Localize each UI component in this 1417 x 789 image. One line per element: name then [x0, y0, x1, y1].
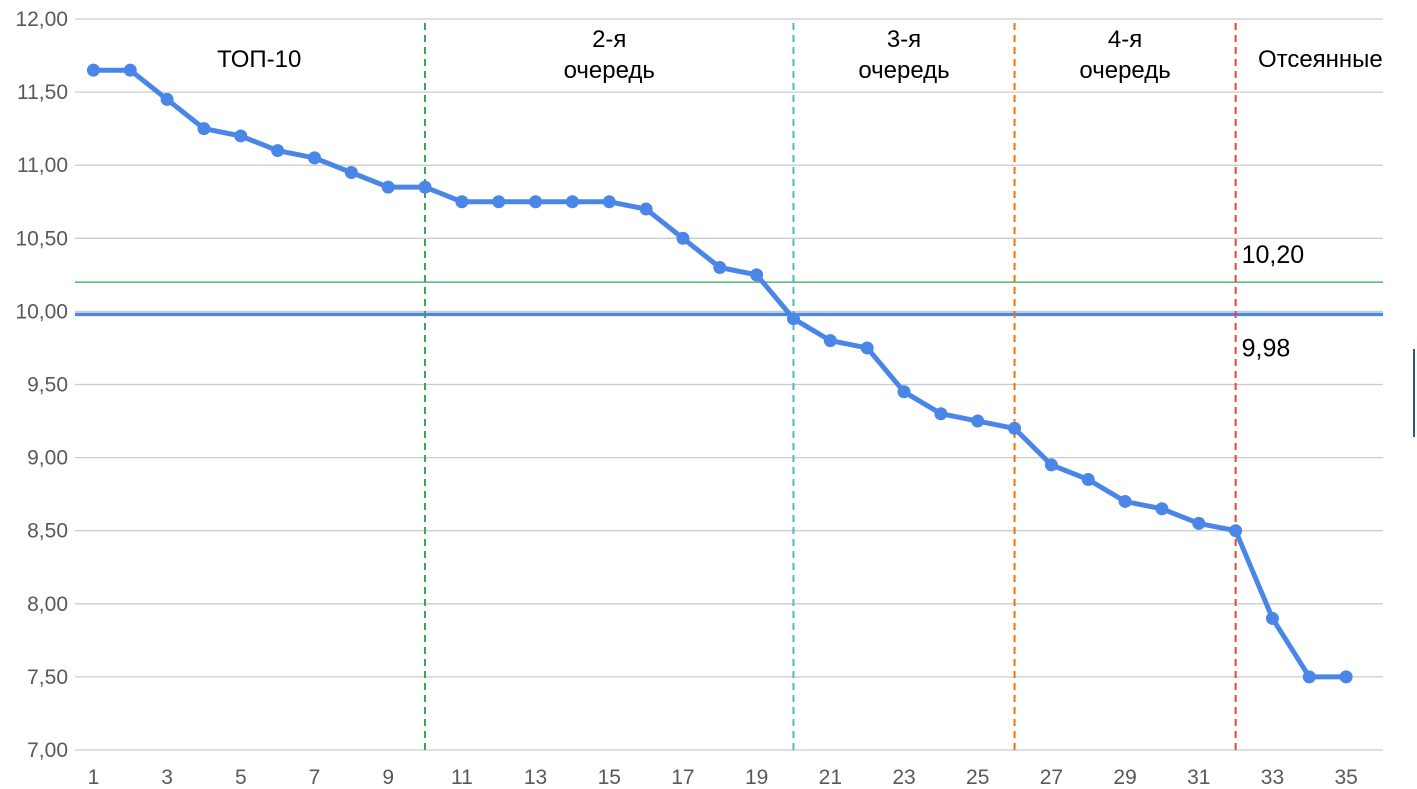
data-point [529, 195, 543, 209]
y-tick-label: 9,50 [27, 374, 68, 397]
data-point [1302, 670, 1316, 684]
data-point [565, 195, 579, 209]
data-point [307, 151, 321, 165]
zone-label: 3-я [887, 26, 921, 53]
x-tick-label: 27 [1040, 766, 1063, 789]
data-point [602, 195, 616, 209]
x-tick-label: 3 [161, 766, 173, 789]
y-tick-label: 9,00 [27, 447, 68, 470]
zone-label: Отсеянные [1258, 46, 1383, 73]
zone-label: 2-я [592, 26, 626, 53]
data-point [823, 334, 837, 348]
data-point [271, 144, 285, 158]
data-point [1339, 670, 1353, 684]
data-point [713, 261, 727, 275]
y-tick-label: 11,50 [17, 81, 68, 104]
annotations: 10,20 9,98 ТОП-10 2-я очередь 3-я очередь 4-я оч… [217, 26, 1383, 362]
data-point [1118, 494, 1132, 508]
reference-lines [75, 281, 1383, 317]
data-point [1265, 611, 1279, 625]
data-point [1192, 516, 1206, 530]
x-tick-label: 9 [382, 766, 394, 789]
zone-label: очередь [858, 57, 949, 84]
data-point [344, 166, 358, 180]
y-tick-label: 11,00 [17, 154, 68, 177]
y-tick-label: 10,50 [15, 227, 68, 250]
x-tick-label: 25 [966, 766, 989, 789]
x-tick-label: 13 [524, 766, 547, 789]
data-point [455, 195, 469, 209]
data-point [160, 92, 174, 106]
y-tick-label: 8,00 [27, 593, 68, 616]
data-point [639, 202, 653, 216]
data-series [86, 63, 1353, 684]
data-point [750, 268, 764, 282]
x-tick-label: 19 [745, 766, 768, 789]
x-tick-label: 11 [451, 766, 473, 789]
y-axis-ticks: 7,00 7,50 8,00 8,50 9,00 9,50 10,00 10,50 11,00 1… [15, 8, 68, 762]
data-point [123, 63, 137, 77]
zone-label: 4-я [1108, 26, 1142, 53]
reference-value-label: 10,20 [1242, 241, 1305, 269]
x-tick-label: 31 [1187, 766, 1210, 789]
data-point [676, 231, 690, 245]
data-point [197, 122, 211, 136]
data-point [234, 129, 248, 143]
data-point [1044, 458, 1058, 472]
zone-dividers [424, 23, 1237, 750]
y-tick-label: 12,00 [15, 8, 68, 31]
data-point [1081, 473, 1095, 487]
x-tick-label: 5 [235, 766, 247, 789]
data-point [897, 385, 911, 399]
data-point [492, 195, 506, 209]
x-tick-label: 21 [819, 766, 842, 789]
gridlines [75, 18, 1383, 751]
data-point [1229, 524, 1243, 538]
data-point [381, 180, 395, 194]
data-point [418, 180, 432, 194]
series-line [90, 67, 1349, 680]
x-tick-label: 15 [598, 766, 621, 789]
side-edge-mark [1413, 349, 1415, 437]
x-axis-ticks: 1 3 5 7 9 11 13 15 17 19 21 23 25 27 29 31 33 35 [88, 766, 1358, 789]
x-tick-label: 17 [671, 766, 694, 789]
y-tick-label: 10,00 [15, 300, 68, 323]
data-point [860, 341, 874, 355]
x-tick-label: 35 [1334, 766, 1357, 789]
x-tick-label: 33 [1261, 766, 1284, 789]
data-point [786, 312, 800, 326]
data-point [934, 407, 948, 421]
x-tick-label: 23 [892, 766, 915, 789]
x-tick-label: 29 [1113, 766, 1136, 789]
zone-label: ТОП-10 [217, 46, 301, 73]
data-point [1155, 502, 1169, 516]
y-tick-label: 7,00 [27, 739, 68, 762]
data-point [86, 63, 100, 77]
y-tick-label: 8,50 [27, 520, 68, 543]
zone-label: очередь [1079, 57, 1170, 84]
data-point [971, 414, 985, 428]
x-tick-label: 7 [309, 766, 321, 789]
data-point [1008, 421, 1022, 435]
reference-value-label: 9,98 [1242, 334, 1291, 362]
zone-label: очередь [564, 57, 655, 84]
x-tick-label: 1 [88, 766, 100, 789]
y-tick-label: 7,50 [27, 666, 68, 689]
